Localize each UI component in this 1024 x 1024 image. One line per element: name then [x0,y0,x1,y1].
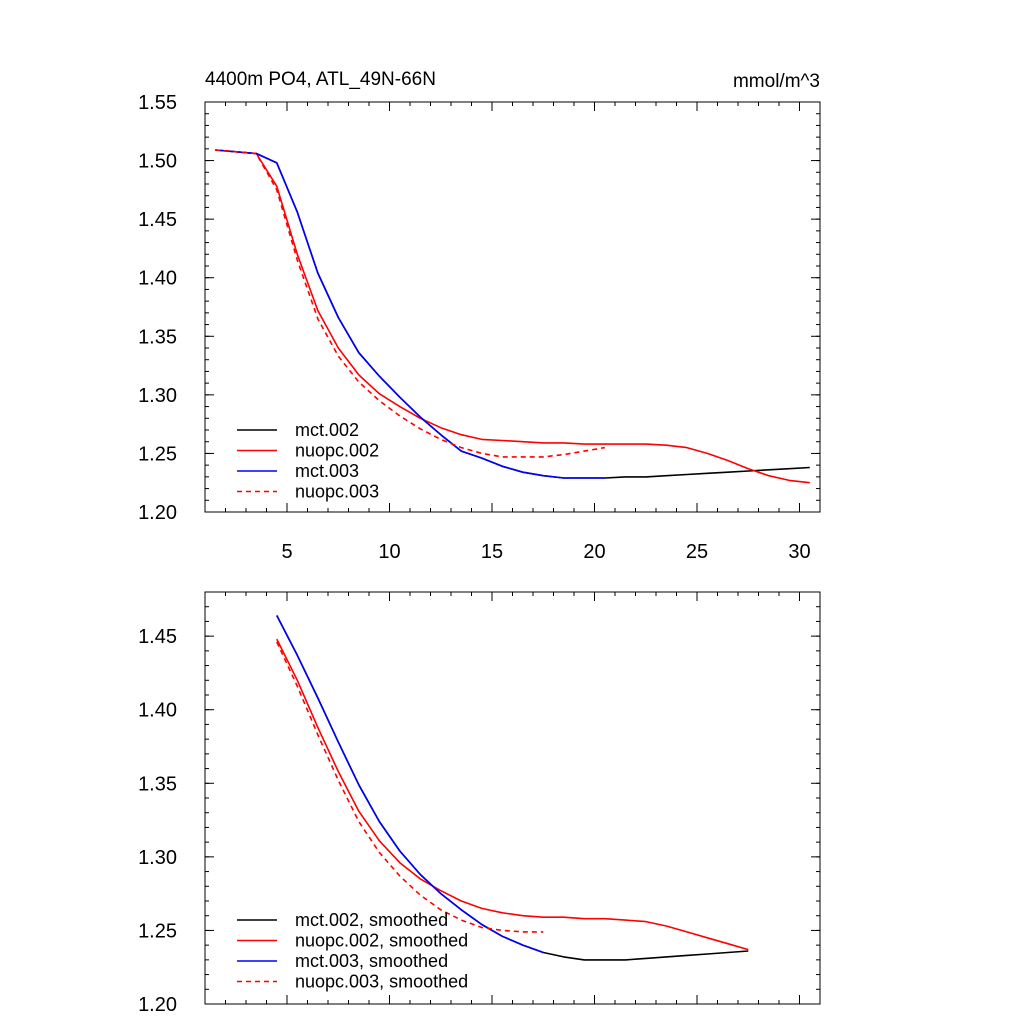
y-tick-label: 1.35 [138,773,177,795]
legend-label: mct.002 [295,420,359,440]
series-line-mct-003 [215,149,605,479]
legend-label: mct.003 [295,461,359,481]
legend-label: mct.003, smoothed [295,951,448,971]
x-tick-label: 5 [281,541,292,563]
legend-label: mct.002, smoothed [295,910,448,930]
x-tick-label: 20 [583,541,605,563]
series-line-nuopc-003-smoothed [276,641,544,933]
y-tick-label: 1.50 [138,151,177,173]
legend-label: nuopc.003, smoothed [295,972,468,992]
y-tick-label: 1.30 [138,847,177,869]
series-line-nuopc-002 [215,149,810,484]
series-line-nuopc-002-smoothed [276,638,749,951]
units-label: mmol/m^3 [733,71,820,92]
y-tick-label: 1.25 [138,443,177,465]
y-tick-label: 1.35 [138,326,177,348]
series-line-mct-003-smoothed [276,615,544,954]
y-tick-label: 1.45 [138,626,177,648]
legend-label: nuopc.002, smoothed [295,931,468,951]
x-tick-label: 15 [481,541,503,563]
y-tick-label: 1.40 [138,700,177,722]
series-line-nuopc-003 [215,149,605,458]
x-tick-label: 25 [686,541,708,563]
chart-title: 4400m PO4, ATL_49N-66N [205,69,436,90]
y-tick-label: 1.25 [138,920,177,942]
y-tick-label: 1.45 [138,209,177,231]
y-tick-label: 1.30 [138,385,177,407]
y-tick-label: 1.40 [138,268,177,290]
x-tick-label: 10 [378,541,400,563]
panel-top: 4400m PO4, ATL_49N-66N mmol/m^3 1.20 1.25… [138,69,821,563]
x-tick-label: 30 [788,541,810,563]
panel-bottom: 1.20 1.25 1.30 1.35 1.40 1.45 mct.002, smoothe… [138,591,821,1016]
y-tick-label: 1.20 [138,502,177,524]
legend-label: nuopc.003 [295,482,379,502]
y-tick-label: 1.55 [138,92,177,114]
legend-label: nuopc.002 [295,441,379,461]
y-tick-label: 1.20 [138,994,177,1016]
